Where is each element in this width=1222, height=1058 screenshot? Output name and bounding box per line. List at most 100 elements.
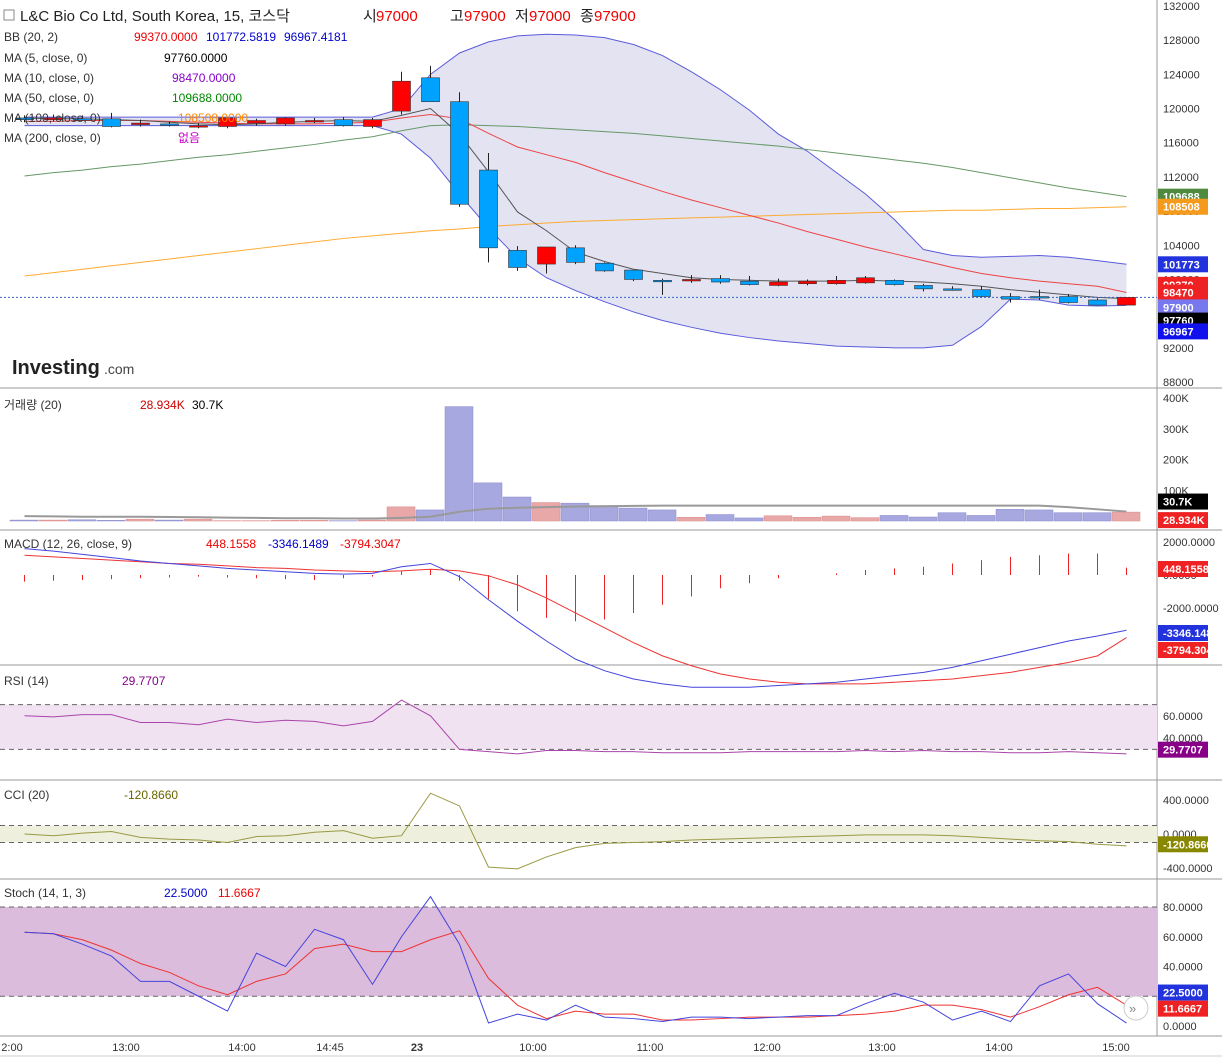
bb-upper-line: [24, 33, 1127, 265]
macd-tick-label: -2000.0000: [1163, 603, 1219, 615]
stoch-tick-label: 0.0000: [1163, 1021, 1197, 1033]
candle-body: [914, 285, 933, 290]
price-panel[interactable]: [0, 33, 1157, 349]
ma100-line: [24, 206, 1127, 277]
ma10-value: 98470.0000: [172, 71, 236, 85]
candle-body: [653, 280, 672, 283]
volume-value: 28.934K: [140, 398, 185, 412]
ma100-price-tag: 108508: [1163, 202, 1200, 214]
volume-bar: [67, 519, 97, 522]
volume-bar: [357, 519, 387, 522]
x-tick-label: 14:45: [316, 1042, 344, 1054]
legend-rsi[interactable]: RSI (14) 29.7707: [4, 674, 166, 688]
volume-bar: [792, 517, 822, 522]
cci-panel[interactable]: [0, 792, 1157, 870]
volume-bar: [966, 515, 996, 522]
candle-body: [44, 117, 63, 120]
double-chevron-icon: »: [1129, 1001, 1136, 1016]
bb-band-fill: [24, 34, 1127, 348]
last-price-tag: 97900: [1163, 302, 1194, 314]
legend-bb[interactable]: BB (20, 2) 99370.0000 101772.5819 96967.…: [4, 30, 348, 44]
bb-lower-value: 96967.4181: [284, 30, 348, 44]
close-value: 97900: [594, 8, 636, 25]
volume-bar: [531, 502, 561, 522]
macd-line-value: -3346.1489: [268, 537, 329, 551]
candle-body: [885, 280, 904, 285]
high-label: 고: [450, 8, 464, 25]
legend-ma5[interactable]: MA (5, close, 0) 97760.0000: [4, 51, 228, 65]
volume-tag-bg: [1158, 512, 1208, 529]
low-label: 저: [515, 8, 529, 25]
cci-tick-label: -400.0000: [1163, 863, 1213, 875]
stoch-d-tag: 11.6667: [1163, 1004, 1202, 1016]
volume-bar: [618, 507, 648, 522]
cci-tag: -120.8660: [1163, 839, 1213, 851]
candle-body: [943, 288, 962, 291]
volume-tick-label: 300K: [1163, 424, 1189, 436]
volume-bar: [821, 515, 851, 522]
candle-body: [566, 247, 585, 263]
x-tick-label: 13:00: [112, 1042, 140, 1054]
x-tick-label: 14:00: [228, 1042, 256, 1054]
volume-bar: [995, 509, 1025, 522]
volume-bar: [9, 519, 39, 522]
macd-line-tag-bg: [1158, 625, 1208, 641]
candle-body: [1030, 296, 1049, 299]
volume-bar: [299, 520, 329, 522]
x-tick-label: 23: [411, 1042, 423, 1054]
volume-bar: [444, 406, 474, 522]
candle-body: [682, 279, 701, 282]
x-tick-label: 11:00: [637, 1042, 664, 1054]
stoch-panel[interactable]: [0, 895, 1157, 1024]
legend-ma10[interactable]: MA (10, close, 0) 98470.0000: [4, 71, 236, 85]
cci-tick-label: 400.0000: [1163, 795, 1209, 807]
stoch-band: [0, 907, 1157, 997]
ma10-price-tag-bg: [1158, 284, 1208, 301]
high-value: 97900: [464, 8, 506, 25]
macd-line-tag: -3346.1489: [1163, 628, 1219, 640]
collapse-icon[interactable]: [3, 9, 15, 21]
macd-tick-label: 2000.0000: [1163, 537, 1215, 549]
rsi-value: 29.7707: [122, 674, 166, 688]
stoch-tick-label: 40.0000: [1163, 962, 1203, 974]
price-tick-label: 124000: [1163, 69, 1200, 81]
rsi-panel[interactable]: [0, 699, 1157, 755]
legend-macd[interactable]: MACD (12, 26, close, 9) 448.1558 -3346.1…: [4, 537, 401, 551]
legend-stoch[interactable]: Stoch (14, 1, 3) 22.5000 11.6667: [4, 886, 261, 900]
symbol-title: L&C Bio Co Ltd, South Korea, 15, 코스닥: [20, 8, 290, 25]
stoch-k-value: 22.5000: [164, 886, 208, 900]
macd-panel[interactable]: [24, 548, 1127, 688]
price-tick-label: 112000: [1163, 172, 1199, 184]
legend-cci[interactable]: CCI (20) -120.8660: [4, 788, 178, 802]
rsi-label: RSI (14): [4, 674, 49, 688]
ma200-label: MA (200, close, 0): [4, 131, 101, 145]
volume-bar: [908, 516, 938, 522]
candle-body: [479, 169, 498, 249]
ma100-value: 108508.0000: [178, 111, 248, 125]
legend-ma200[interactable]: MA (200, close, 0) 없음: [4, 131, 200, 145]
candle-body: [595, 262, 614, 272]
rsi-tag: 29.7707: [1163, 745, 1203, 757]
candle-body: [421, 77, 440, 103]
volume-bar: [183, 518, 213, 522]
rsi-tick-label: 60.0000: [1163, 711, 1203, 723]
bb-upper-value: 101772.5819: [206, 30, 276, 44]
candle-body: [392, 80, 411, 112]
legend-ma100[interactable]: MA (100, close, 0) 108508.0000: [4, 111, 248, 125]
candle-body: [247, 120, 266, 124]
macd-hist-tag-bg: [1158, 561, 1208, 577]
ma10-price-tag: 98470: [1163, 288, 1194, 300]
legend-volume[interactable]: 거래량 (20) 28.934K 30.7K: [4, 398, 223, 412]
candle-body: [305, 120, 324, 123]
chart-header: L&C Bio Co Ltd, South Korea, 15, 코스닥 시 9…: [3, 8, 636, 25]
volume-panel[interactable]: [9, 406, 1141, 522]
candle-body: [1059, 296, 1078, 303]
legend-ma50[interactable]: MA (50, close, 0) 109688.0000: [4, 91, 242, 105]
x-tick-label: 15:00: [1102, 1042, 1130, 1054]
stoch-k-tag-bg: [1158, 984, 1208, 1001]
scroll-to-end-button[interactable]: »: [1123, 995, 1149, 1021]
candle-body: [856, 277, 875, 284]
volume-bar: [1053, 512, 1083, 522]
cci-band: [0, 825, 1157, 843]
